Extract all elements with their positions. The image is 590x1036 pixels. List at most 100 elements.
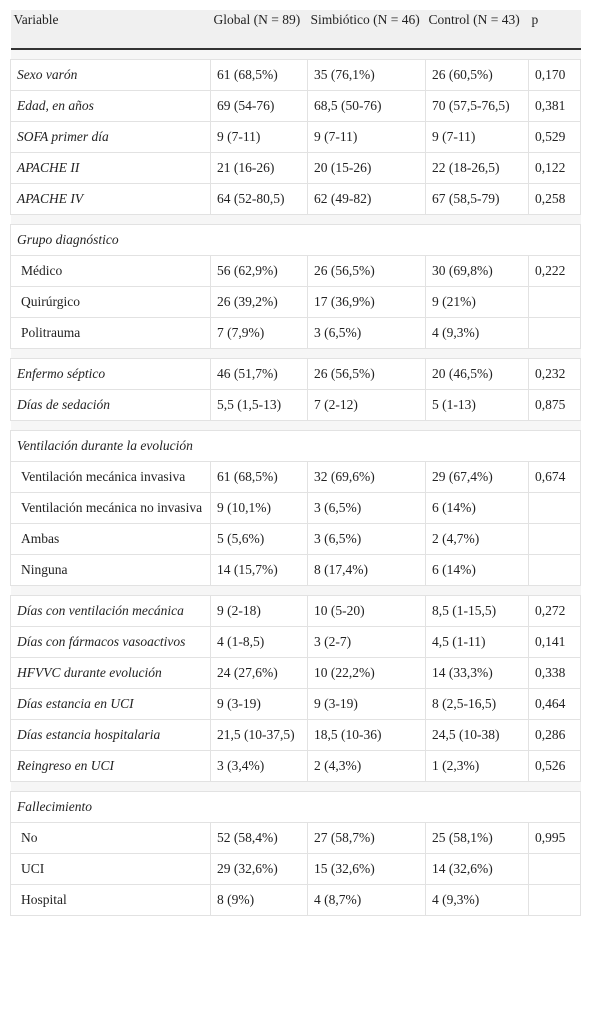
data-row: Días estancia en UCI 9 (3-19) 9 (3-19) 8 (2… <box>10 688 581 720</box>
value-cell: 10 (5-20) <box>307 595 426 627</box>
empty-cell <box>528 554 581 586</box>
spacer-row <box>10 420 581 431</box>
value-cell: 9 (7-11) <box>425 121 529 153</box>
value-cell: 0,170 <box>528 59 581 91</box>
variable-cell: Días con fármacos vasoactivos <box>10 626 211 658</box>
value-cell: 22 (18-26,5) <box>425 152 529 184</box>
variable-cell: APACHE IV <box>10 183 211 215</box>
value-cell: 2 (4,7%) <box>425 523 529 555</box>
value-cell: 5,5 (1,5-13) <box>210 389 308 421</box>
value-cell: 29 (67,4%) <box>425 461 529 493</box>
value-cell: 61 (68,5%) <box>210 59 308 91</box>
data-row: Días con fármacos vasoactivos 4 (1-8,5) 3 … <box>10 626 581 658</box>
empty-cell <box>528 884 581 916</box>
value-cell: 8 (2,5-16,5) <box>425 688 529 720</box>
value-cell: 0,272 <box>528 595 581 627</box>
value-cell: 0,232 <box>528 358 581 390</box>
value-cell: 17 (36,9%) <box>307 286 426 318</box>
value-cell: 3 (6,5%) <box>307 492 426 524</box>
empty-cell <box>528 317 581 349</box>
value-cell: 32 (69,6%) <box>307 461 426 493</box>
value-cell: 4 (9,3%) <box>425 884 529 916</box>
variable-cell: Edad, en años <box>10 90 211 122</box>
value-cell: 3 (6,5%) <box>307 317 426 349</box>
data-row: UCI 29 (32,6%) 15 (32,6%) 14 (32,6%) <box>10 853 581 885</box>
empty-cell <box>528 523 581 555</box>
data-row: Edad, en años 69 (54-76) 68,5 (50-76) 70 (5… <box>10 90 581 122</box>
variable-cell: SOFA primer día <box>10 121 211 153</box>
empty-cell <box>528 492 581 524</box>
value-cell: 4 (9,3%) <box>425 317 529 349</box>
value-cell: 21 (16-26) <box>210 152 308 184</box>
value-cell: 0,222 <box>528 255 581 287</box>
value-cell: 7 (7,9%) <box>210 317 308 349</box>
data-row: Ambas 5 (5,6%) 3 (6,5%) 2 (4,7%) <box>10 523 581 555</box>
group-row: Ventilación durante la evolución <box>10 430 581 462</box>
spacer-cell <box>10 781 581 792</box>
value-cell: 8 (9%) <box>210 884 308 916</box>
variable-cell: Hospital <box>10 884 211 916</box>
variable-cell: Ventilación mecánica invasiva <box>10 461 211 493</box>
data-row: Médico 56 (62,9%) 26 (56,5%) 30 (69,8%) 0,22… <box>10 255 581 287</box>
data-row: Politrauma 7 (7,9%) 3 (6,5%) 4 (9,3%) <box>10 317 581 349</box>
group-row: Fallecimiento <box>10 791 581 823</box>
value-cell: 3 (2-7) <box>307 626 426 658</box>
value-cell: 5 (5,6%) <box>210 523 308 555</box>
variable-cell: No <box>10 822 211 854</box>
data-row: APACHE II 21 (16-26) 20 (15-26) 22 (18-26,5… <box>10 152 581 184</box>
variable-cell: Ventilación mecánica no invasiva <box>10 492 211 524</box>
value-cell: 0,526 <box>528 750 581 782</box>
value-cell: 9 (10,1%) <box>210 492 308 524</box>
header-cell: Simbiótico (N = 46) <box>307 10 426 50</box>
value-cell: 46 (51,7%) <box>210 358 308 390</box>
value-cell: 26 (39,2%) <box>210 286 308 318</box>
data-row: Quirúrgico 26 (39,2%) 17 (36,9%) 9 (21%) <box>10 286 581 318</box>
header-cell: Control (N = 43) <box>425 10 529 50</box>
value-cell: 56 (62,9%) <box>210 255 308 287</box>
value-cell: 0,875 <box>528 389 581 421</box>
value-cell: 70 (57,5-76,5) <box>425 90 529 122</box>
data-row: Enfermo séptico 46 (51,7%) 26 (56,5%) 20 (4… <box>10 358 581 390</box>
value-cell: 68,5 (50-76) <box>307 90 426 122</box>
header-cell: p <box>528 10 581 50</box>
variable-cell: Días de sedación <box>10 389 211 421</box>
empty-cell <box>528 286 581 318</box>
value-cell: 10 (22,2%) <box>307 657 426 689</box>
value-cell: 61 (68,5%) <box>210 461 308 493</box>
value-cell: 15 (32,6%) <box>307 853 426 885</box>
value-cell: 24 (27,6%) <box>210 657 308 689</box>
data-table: Variable Global (N = 89) Simbiótico (N = 4… <box>10 10 581 916</box>
data-row: HFVVC durante evolución 24 (27,6%) 10 (22,… <box>10 657 581 689</box>
variable-cell: Politrauma <box>10 317 211 349</box>
value-cell: 64 (52-80,5) <box>210 183 308 215</box>
spacer-cell <box>10 348 581 359</box>
value-cell: 0,258 <box>528 183 581 215</box>
value-cell: 62 (49-82) <box>307 183 426 215</box>
spacer-row <box>10 585 581 596</box>
value-cell: 18,5 (10-36) <box>307 719 426 751</box>
data-row: Hospital 8 (9%) 4 (8,7%) 4 (9,3%) <box>10 884 581 916</box>
variable-cell: APACHE II <box>10 152 211 184</box>
value-cell: 29 (32,6%) <box>210 853 308 885</box>
variable-cell: Reingreso en UCI <box>10 750 211 782</box>
header-row: Variable Global (N = 89) Simbiótico (N = 4… <box>10 10 581 50</box>
data-row: Días de sedación 5,5 (1,5-13) 7 (2-12) 5 (1… <box>10 389 581 421</box>
spacer-row <box>10 781 581 792</box>
data-row: Reingreso en UCI 3 (3,4%) 2 (4,3%) 1 (2,3%)… <box>10 750 581 782</box>
value-cell: 1 (2,3%) <box>425 750 529 782</box>
value-cell: 52 (58,4%) <box>210 822 308 854</box>
value-cell: 26 (60,5%) <box>425 59 529 91</box>
value-cell: 30 (69,8%) <box>425 255 529 287</box>
value-cell: 0,674 <box>528 461 581 493</box>
variable-cell: Días estancia hospitalaria <box>10 719 211 751</box>
spacer-cell <box>10 214 581 225</box>
value-cell: 0,381 <box>528 90 581 122</box>
group-title: Ventilación durante la evolución <box>10 430 581 462</box>
value-cell: 9 (3-19) <box>307 688 426 720</box>
spacer-cell <box>10 48 581 60</box>
value-cell: 9 (3-19) <box>210 688 308 720</box>
group-title: Fallecimiento <box>10 791 581 823</box>
value-cell: 3 (3,4%) <box>210 750 308 782</box>
data-row: Días estancia hospitalaria 21,5 (10-37,5)… <box>10 719 581 751</box>
